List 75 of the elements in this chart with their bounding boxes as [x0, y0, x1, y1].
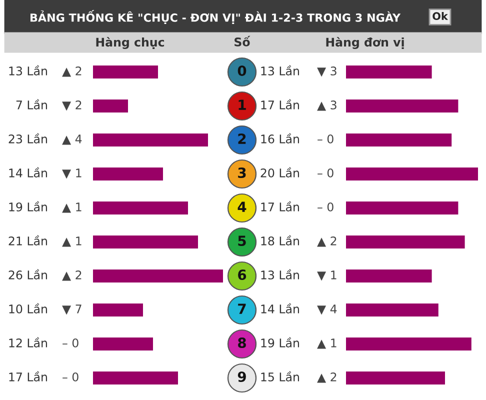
text: – 0 [62, 372, 78, 382]
text: ▲ 4 [62, 134, 82, 145]
text: ▲ 1 [62, 202, 82, 213]
y-tick-label: 6 [238, 270, 246, 280]
bar [93, 270, 223, 282]
y-tick-label: 9 [238, 372, 246, 382]
data-label: 14 Lần [9, 167, 47, 178]
text: ▲ 1 [317, 338, 336, 349]
data-label: 21 Lần [8, 235, 47, 246]
bar [346, 236, 465, 248]
data-label: 16 Lần [261, 133, 299, 144]
data-label: 13 Lần [261, 65, 299, 76]
data-label: 17 Lần [9, 371, 47, 382]
data-label: 26 Lần [8, 269, 47, 280]
text: ▲ 2 [62, 270, 82, 281]
text: ▼ 1 [62, 168, 82, 179]
chart-subtitle: Hàng đơn vị [326, 37, 404, 49]
bar [93, 66, 158, 78]
y-tick-label: 0 [238, 66, 246, 76]
bar [346, 338, 472, 350]
data-label: 10 Lần [9, 303, 47, 314]
bar [346, 270, 432, 282]
text: ▼ 3 [317, 66, 336, 77]
chart-title: BẢNG THỐNG KÊ "CHỤC - ĐƠN VỊ" ĐÀI 1-2-3 TRONG 3 NGÀY [30, 10, 401, 24]
text: – 0 [318, 168, 334, 178]
bar [93, 338, 153, 350]
data-label: 19 Lần [261, 337, 299, 348]
bar [346, 134, 452, 146]
data-label: 12 Lần [9, 337, 47, 348]
data-label: 17 Lần [261, 201, 299, 212]
y-tick-label: 7 [238, 304, 246, 314]
bar [346, 100, 458, 112]
text: ▼ 2 [62, 100, 82, 111]
text: ▼ 4 [317, 304, 337, 315]
y-axis-title: Số [234, 36, 250, 46]
text: ▲ 3 [317, 100, 336, 111]
chart-subtitle: Hàng chục [96, 37, 164, 49]
data-label: 7 Lần [16, 99, 47, 110]
text: ▲ 2 [317, 372, 336, 383]
bar [93, 372, 178, 384]
bar [93, 304, 143, 316]
y-tick-label: 3 [238, 168, 246, 178]
text: ▼ 1 [317, 270, 336, 281]
bar [93, 236, 198, 248]
text: ▼ 7 [62, 304, 82, 315]
data-label: 15 Lần [261, 371, 299, 382]
data-label: 23 Lần [8, 133, 47, 144]
text: – 0 [318, 202, 334, 212]
y-tick-label: 2 [238, 134, 246, 144]
bar [93, 134, 208, 146]
bar [93, 202, 188, 214]
bar [346, 66, 432, 78]
data-label: 20 Lần [260, 167, 299, 178]
data-label: 13 Lần [9, 65, 47, 76]
data-label: 14 Lần [261, 303, 299, 314]
text: ▲ 1 [62, 236, 82, 247]
text: ▲ 2 [317, 236, 336, 247]
data-label: 17 Lần [261, 99, 299, 110]
text: Ok [432, 12, 448, 20]
text: – 0 [318, 134, 334, 144]
y-tick-label: 1 [238, 100, 246, 110]
text: ▲ 2 [62, 66, 82, 77]
bar [93, 168, 163, 180]
y-tick-label: 8 [238, 338, 246, 348]
y-tick-label: 5 [238, 236, 246, 246]
y-tick-label: 4 [238, 202, 246, 212]
bar [346, 372, 445, 384]
data-label: 19 Lần [9, 201, 47, 212]
text: – 0 [62, 338, 78, 348]
bar [346, 202, 458, 214]
bar [346, 168, 478, 180]
data-label: 13 Lần [261, 269, 299, 280]
data-label: 18 Lần [261, 235, 299, 246]
bar [346, 304, 438, 316]
bar [93, 100, 128, 112]
